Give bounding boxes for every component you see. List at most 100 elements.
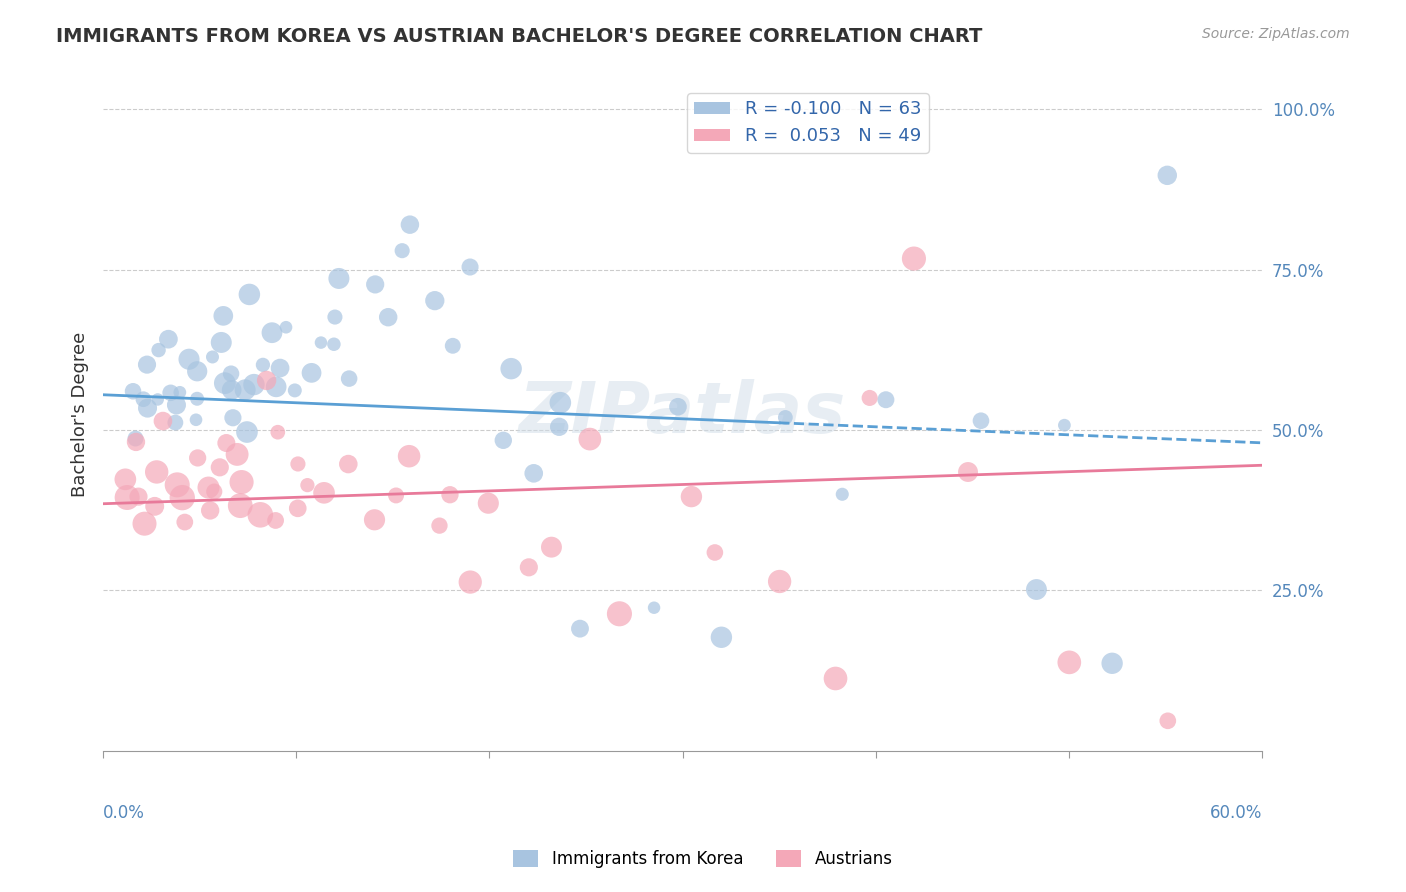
Point bbox=[328, 271, 350, 285]
Point bbox=[159, 385, 181, 400]
Point bbox=[226, 447, 249, 461]
Point bbox=[287, 457, 309, 471]
Point bbox=[201, 350, 224, 364]
Point bbox=[312, 485, 335, 500]
Point bbox=[824, 672, 846, 686]
Point bbox=[152, 414, 174, 428]
Point bbox=[267, 425, 290, 440]
Point bbox=[1156, 169, 1178, 183]
Point bbox=[710, 630, 733, 644]
Point bbox=[439, 488, 461, 502]
Point bbox=[548, 419, 571, 434]
Point bbox=[363, 513, 385, 527]
Point bbox=[233, 383, 256, 397]
Point bbox=[703, 545, 725, 559]
Point bbox=[477, 496, 499, 510]
Point bbox=[214, 376, 236, 391]
Point bbox=[219, 367, 242, 381]
Point bbox=[364, 277, 387, 292]
Point bbox=[256, 374, 278, 388]
Point bbox=[132, 392, 155, 407]
Point bbox=[643, 600, 665, 615]
Point bbox=[169, 385, 191, 400]
Point bbox=[458, 260, 481, 274]
Point bbox=[666, 400, 689, 414]
Point bbox=[1101, 657, 1123, 671]
Point bbox=[492, 434, 515, 448]
Point bbox=[236, 425, 259, 439]
Point bbox=[209, 335, 232, 350]
Point bbox=[609, 607, 631, 621]
Point bbox=[177, 352, 200, 367]
Point bbox=[1157, 714, 1180, 728]
Text: 60.0%: 60.0% bbox=[1209, 805, 1263, 822]
Point bbox=[775, 410, 797, 425]
Point bbox=[187, 450, 209, 465]
Point bbox=[166, 398, 188, 412]
Point bbox=[1025, 582, 1047, 597]
Point bbox=[323, 310, 346, 324]
Point bbox=[550, 395, 572, 409]
Point bbox=[229, 499, 252, 513]
Point bbox=[264, 380, 287, 394]
Point bbox=[517, 560, 540, 574]
Point bbox=[579, 432, 602, 446]
Point bbox=[125, 434, 148, 449]
Y-axis label: Bachelor's Degree: Bachelor's Degree bbox=[72, 331, 89, 497]
Point bbox=[429, 518, 451, 533]
Point bbox=[136, 358, 159, 372]
Legend: R = -0.100   N = 63, R =  0.053   N = 49: R = -0.100 N = 63, R = 0.053 N = 49 bbox=[688, 93, 928, 153]
Point bbox=[221, 383, 243, 397]
Point bbox=[208, 460, 231, 475]
Point bbox=[859, 391, 882, 405]
Point bbox=[264, 513, 287, 527]
Point bbox=[166, 478, 188, 492]
Point bbox=[184, 413, 207, 427]
Point bbox=[269, 361, 291, 376]
Point bbox=[114, 472, 136, 486]
Point bbox=[222, 410, 245, 425]
Point bbox=[186, 364, 208, 378]
Point bbox=[377, 310, 399, 325]
Point bbox=[145, 465, 167, 479]
Point bbox=[260, 326, 283, 340]
Point bbox=[122, 384, 145, 399]
Point bbox=[212, 309, 235, 323]
Point bbox=[173, 515, 195, 529]
Point bbox=[143, 500, 166, 514]
Text: IMMIGRANTS FROM KOREA VS AUSTRIAN BACHELOR'S DEGREE CORRELATION CHART: IMMIGRANTS FROM KOREA VS AUSTRIAN BACHEL… bbox=[56, 27, 983, 45]
Point bbox=[274, 320, 297, 334]
Point bbox=[398, 449, 420, 463]
Point bbox=[157, 332, 180, 346]
Point bbox=[956, 465, 979, 479]
Point bbox=[148, 343, 170, 357]
Point bbox=[243, 377, 266, 392]
Point bbox=[252, 358, 274, 372]
Text: Source: ZipAtlas.com: Source: ZipAtlas.com bbox=[1202, 27, 1350, 41]
Point bbox=[569, 622, 592, 636]
Point bbox=[385, 488, 408, 502]
Point bbox=[337, 371, 360, 385]
Text: ZIPatlas: ZIPatlas bbox=[519, 379, 846, 449]
Point bbox=[115, 491, 138, 505]
Point bbox=[322, 337, 344, 351]
Point bbox=[249, 508, 271, 522]
Point bbox=[128, 490, 150, 504]
Point bbox=[1053, 418, 1076, 433]
Point bbox=[186, 392, 208, 406]
Point bbox=[197, 481, 219, 495]
Point bbox=[287, 501, 309, 516]
Point bbox=[136, 401, 159, 416]
Point bbox=[391, 244, 413, 258]
Point bbox=[231, 475, 253, 489]
Point bbox=[768, 574, 790, 589]
Point bbox=[875, 392, 897, 407]
Point bbox=[441, 339, 464, 353]
Point bbox=[970, 414, 993, 428]
Point bbox=[124, 432, 146, 446]
Point bbox=[198, 503, 221, 517]
Point bbox=[297, 478, 319, 492]
Point bbox=[215, 436, 238, 450]
Point bbox=[458, 575, 481, 590]
Point bbox=[134, 516, 156, 531]
